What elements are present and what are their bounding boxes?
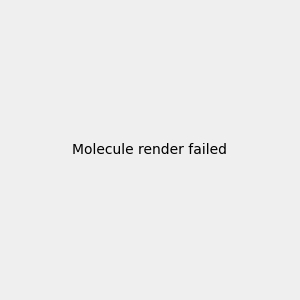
- Text: Molecule render failed: Molecule render failed: [73, 143, 227, 157]
